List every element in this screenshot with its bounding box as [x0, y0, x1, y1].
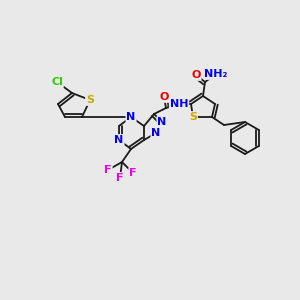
Text: N: N: [158, 117, 166, 127]
Text: S: S: [189, 112, 197, 122]
Text: N: N: [126, 112, 136, 122]
Text: O: O: [159, 92, 169, 102]
Text: Cl: Cl: [51, 77, 63, 87]
Text: S: S: [86, 95, 94, 105]
Text: F: F: [116, 173, 124, 183]
Text: N: N: [152, 128, 160, 138]
Text: NH: NH: [170, 99, 188, 109]
Text: F: F: [129, 168, 137, 178]
Text: F: F: [104, 165, 112, 175]
Text: NH₂: NH₂: [204, 69, 228, 79]
Text: N: N: [114, 135, 124, 145]
Text: O: O: [191, 70, 201, 80]
